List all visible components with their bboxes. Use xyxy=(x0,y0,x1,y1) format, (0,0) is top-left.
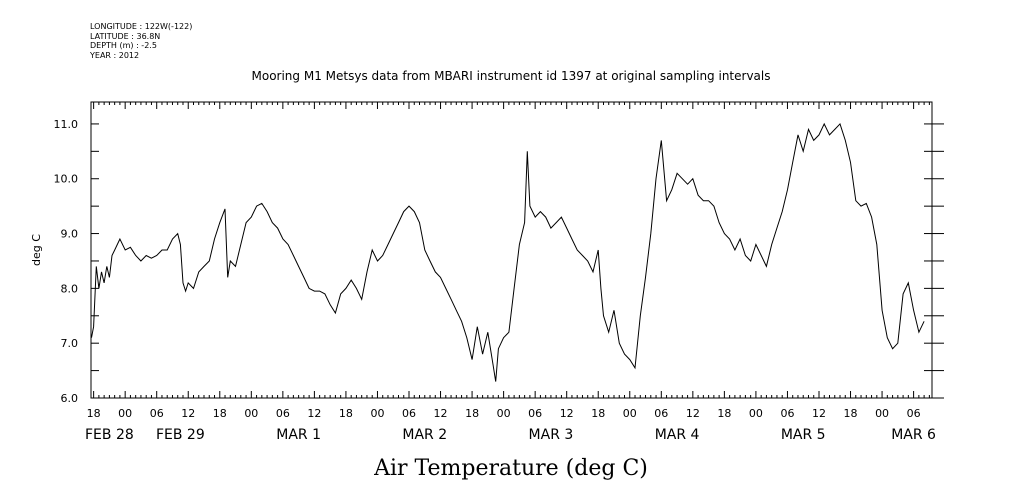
x-date-label: MAR 2 xyxy=(402,427,447,443)
chart-subtitle: Air Temperature (deg C) xyxy=(373,456,648,481)
y-tick-label: 6.0 xyxy=(61,392,79,405)
x-hour-label: 18 xyxy=(465,407,479,420)
chart-tick-labels: 18 00 06 12 18 00 06 12 18 00 06 12 18 00 06 12 18 00 06 12… xyxy=(54,118,937,443)
x-hour-label: 00 xyxy=(497,407,511,420)
x-hour-label: 18 xyxy=(844,407,858,420)
x-hour-label: 12 xyxy=(686,407,700,420)
x-hour-label: 06 xyxy=(907,407,921,420)
x-hour-label: 12 xyxy=(307,407,321,420)
x-hour-label: 06 xyxy=(654,407,668,420)
x-hour-label: 00 xyxy=(749,407,763,420)
y-tick-label: 10.0 xyxy=(54,173,79,186)
longitude-text: LONGITUDE : 122W(-122) xyxy=(90,22,193,31)
x-hour-label: 00 xyxy=(875,407,889,420)
y-tick-label: 7.0 xyxy=(61,337,79,350)
x-hour-label: 06 xyxy=(528,407,542,420)
chart-title: Mooring M1 Metsys data from MBARI instru… xyxy=(252,69,771,83)
x-date-label: MAR 4 xyxy=(655,427,700,443)
year-text: YEAR : 2012 xyxy=(90,50,140,60)
x-hour-label: 18 xyxy=(213,407,227,420)
series-line xyxy=(91,122,925,382)
x-hour-label: 00 xyxy=(623,407,637,420)
x-date-label: FEB 29 xyxy=(156,427,205,443)
depth-text: DEPTH (m) : -2.5 xyxy=(90,41,157,50)
x-hour-label: 00 xyxy=(370,407,384,420)
y-tick-label: 11.0 xyxy=(54,118,79,131)
x-hour-label: 12 xyxy=(434,407,448,420)
y-tick-label: 9.0 xyxy=(61,228,79,241)
x-hour-label: 00 xyxy=(118,407,132,420)
y-tick-label: 8.0 xyxy=(61,282,79,295)
x-hour-label: 12 xyxy=(560,407,574,420)
x-hour-label: 18 xyxy=(87,407,101,420)
metadata-block: LONGITUDE : 122W(-122) LATITUDE : 36.8N … xyxy=(90,22,192,60)
latitude-text: LATITUDE : 36.8N xyxy=(90,31,161,41)
plot-frame xyxy=(90,101,933,399)
x-hour-label: 18 xyxy=(591,407,605,420)
x-hour-label: 06 xyxy=(276,407,290,420)
x-hour-label: 12 xyxy=(812,407,826,420)
x-date-label: FEB 28 xyxy=(85,427,134,443)
x-date-label: MAR 1 xyxy=(276,427,321,443)
chart-ticks xyxy=(91,102,944,399)
x-hour-label: 12 xyxy=(181,407,195,420)
y-axis-label: deg C xyxy=(30,234,43,266)
x-hour-label: 00 xyxy=(244,407,258,420)
chart-axes xyxy=(90,101,933,399)
x-hour-label: 06 xyxy=(780,407,794,420)
x-date-label: MAR 6 xyxy=(891,427,936,443)
x-hour-label: 06 xyxy=(150,407,164,420)
x-date-label: MAR 3 xyxy=(529,427,574,443)
x-date-label: MAR 5 xyxy=(781,427,826,443)
x-hour-label: 18 xyxy=(339,407,353,420)
x-hour-label: 18 xyxy=(717,407,731,420)
x-hour-label: 06 xyxy=(402,407,416,420)
